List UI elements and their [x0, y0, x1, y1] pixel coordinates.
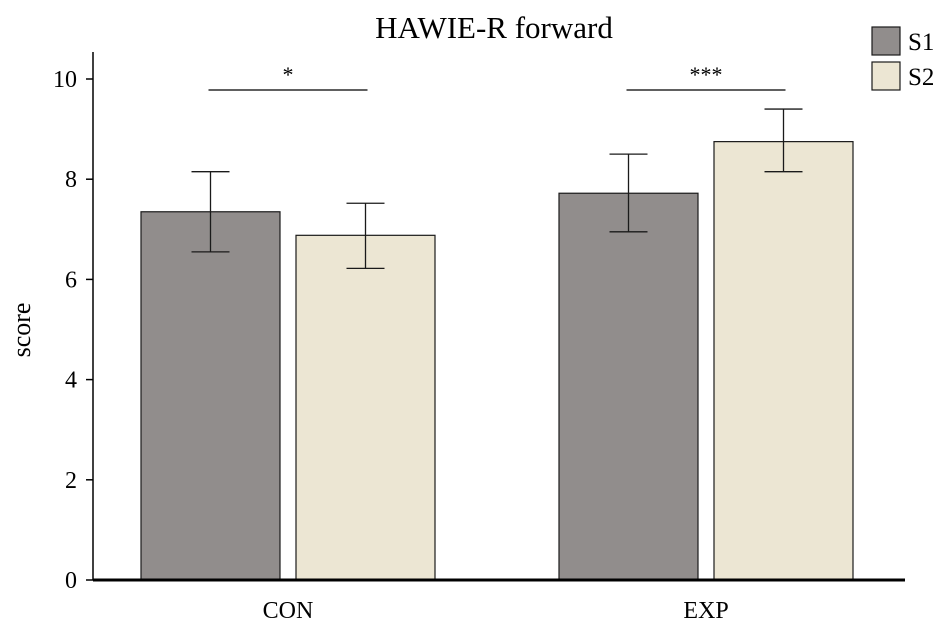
- significance-label: ***: [690, 62, 723, 87]
- x-category-label: CON: [263, 598, 314, 622]
- legend-label-s2: S2: [908, 64, 934, 91]
- y-tick-label: 8: [65, 167, 77, 193]
- y-tick-label: 4: [65, 368, 77, 394]
- bar-exp-s1: [558, 192, 699, 581]
- y-tick-label: 2: [65, 468, 77, 494]
- y-axis-label: score: [7, 303, 36, 358]
- x-category-label: EXP: [683, 598, 728, 622]
- chart-title: HAWIE-R forward: [375, 10, 613, 45]
- bar-con-s1: [140, 211, 281, 581]
- y-tick-label: 6: [65, 267, 77, 293]
- legend-label-s1: S1: [908, 29, 934, 56]
- significance-label: *: [283, 62, 294, 87]
- y-tick-label: 10: [53, 67, 77, 93]
- bar-con-s2: [295, 234, 436, 581]
- legend-swatch-s1: [871, 26, 901, 56]
- legend-swatch-s2: [871, 61, 901, 91]
- y-tick-label: 0: [65, 568, 77, 594]
- bar-exp-s2: [713, 141, 854, 581]
